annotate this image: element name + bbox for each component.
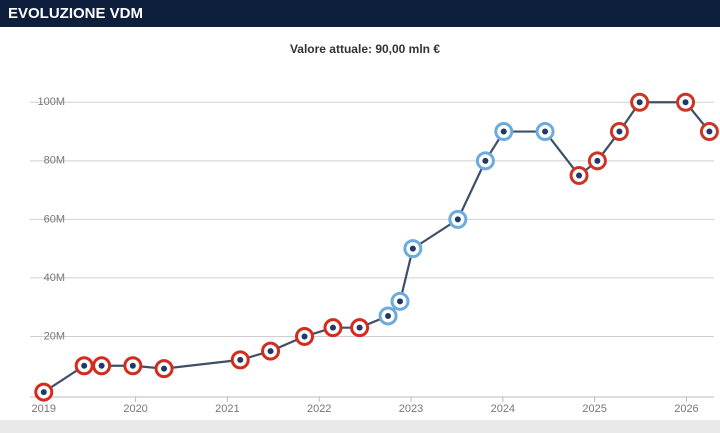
marker-core	[454, 216, 461, 223]
marker-core	[129, 362, 136, 369]
marker-core	[301, 333, 308, 340]
marker-core	[397, 298, 404, 305]
y-tick-label: 80M	[44, 155, 65, 167]
chart-subtitle: Valore attuale: 90,00 mln €	[290, 42, 440, 56]
marker-core	[616, 128, 623, 135]
marker-core	[542, 128, 549, 135]
marker-core	[40, 389, 47, 396]
header-title: EVOLUZIONE VDM	[8, 5, 143, 22]
marker-core	[267, 348, 274, 355]
marker-core	[636, 99, 643, 106]
x-tick-label: 2023	[399, 403, 423, 415]
marker-core	[706, 128, 713, 135]
marker-core	[682, 99, 689, 106]
marker-core	[385, 312, 392, 319]
y-tick-label: 40M	[44, 272, 65, 284]
marker-core	[594, 157, 601, 164]
marker-core	[409, 245, 416, 252]
marker-core	[356, 324, 363, 331]
header-bar	[0, 0, 720, 27]
marker-core	[161, 365, 168, 372]
marker-core	[500, 128, 507, 135]
x-tick-label: 2025	[582, 403, 606, 415]
x-tick-label: 2024	[491, 403, 515, 415]
marker-core	[482, 157, 489, 164]
y-tick-label: 20M	[44, 330, 65, 342]
marker-core	[237, 356, 244, 363]
marker-core	[576, 172, 583, 179]
x-tick-label: 2019	[32, 403, 56, 415]
x-tick-label: 2026	[674, 403, 698, 415]
x-tick-label: 2021	[215, 403, 239, 415]
marker-core	[81, 362, 88, 369]
marker-core	[329, 324, 336, 331]
x-tick-label: 2022	[307, 403, 331, 415]
y-tick-label: 100M	[37, 96, 65, 108]
y-tick-label: 60M	[44, 213, 65, 225]
x-tick-label: 2020	[123, 403, 147, 415]
marker-core	[98, 362, 105, 369]
panel	[0, 27, 720, 420]
